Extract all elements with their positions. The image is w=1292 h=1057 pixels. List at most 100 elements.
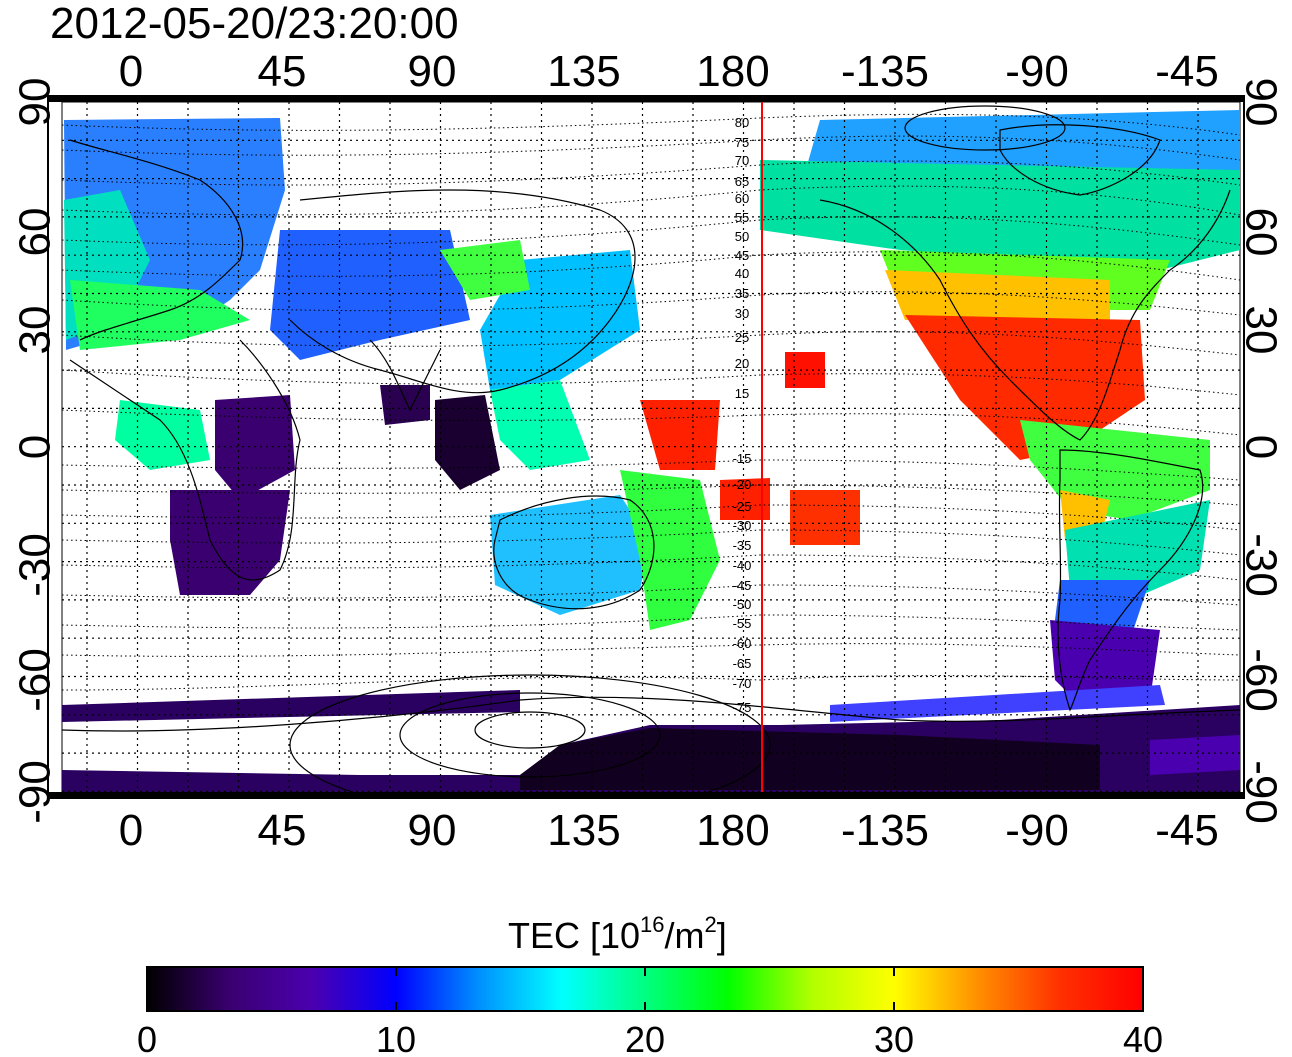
coast-asia bbox=[289, 189, 636, 394]
left-lat-tick-label: -60 bbox=[10, 648, 59, 712]
top-lon-tick-label: 0 bbox=[119, 47, 143, 96]
top-lon-tick-label: 45 bbox=[258, 47, 307, 96]
contour-label: -30 bbox=[733, 518, 752, 533]
coast-europe bbox=[69, 139, 244, 341]
contour-label: 25 bbox=[735, 330, 749, 345]
tec-patch-antarctic-dark bbox=[520, 728, 1100, 790]
contour-label: -60 bbox=[733, 636, 752, 651]
contour-label: -35 bbox=[733, 538, 752, 553]
coast-australia bbox=[493, 495, 655, 610]
contour-label: -50 bbox=[733, 597, 752, 612]
coast-n-america bbox=[819, 189, 1231, 441]
contour-label: 30 bbox=[735, 306, 749, 321]
contour-label: 80 bbox=[735, 115, 749, 130]
contour-label: 40 bbox=[735, 266, 749, 281]
coast-greenland bbox=[999, 124, 1161, 196]
tec-patch-patagonia bbox=[1050, 620, 1160, 705]
top-lon-tick-label: 90 bbox=[408, 47, 457, 96]
tec-patch-pacific-a bbox=[640, 400, 720, 470]
left-lat-tick-label: -90 bbox=[10, 760, 59, 824]
contour-label: 35 bbox=[735, 286, 749, 301]
tec-patch-indonesia bbox=[435, 395, 500, 490]
frame-bands bbox=[48, 96, 1244, 798]
contour-label: 15 bbox=[735, 386, 749, 401]
left-lat-tick-label: 0 bbox=[10, 435, 59, 459]
contour-label: -55 bbox=[733, 616, 752, 631]
coast-antarctica bbox=[62, 696, 1240, 732]
tec-patch-pacific-c bbox=[720, 478, 770, 520]
contour-label: -45 bbox=[733, 578, 752, 593]
bottom-lon-tick-label: -45 bbox=[1155, 806, 1219, 855]
tec-patch-s-america-mid bbox=[1065, 500, 1210, 600]
bottom-lon-tick-label: -90 bbox=[1005, 806, 1069, 855]
right-lat-tick-label: -30 bbox=[1237, 533, 1286, 597]
tec-patch-s-atlantic-south bbox=[1150, 735, 1240, 775]
colorbar-tick-label: 40 bbox=[1123, 1019, 1163, 1057]
colorbar-tick-label: 0 bbox=[137, 1019, 157, 1057]
contour-label: 20 bbox=[735, 356, 749, 371]
top-lon-tick-label: 135 bbox=[547, 47, 620, 96]
contour-label: -25 bbox=[733, 499, 752, 514]
tec-patch-asia bbox=[270, 230, 470, 360]
bottom-lon-tick-label: 90 bbox=[408, 806, 457, 855]
top-lon-tick-label: -90 bbox=[1005, 47, 1069, 96]
left-lat-tick-label: 30 bbox=[10, 306, 59, 355]
tec-patch-europe-south bbox=[70, 280, 250, 350]
top-longitude-ticks: 0 45 90 135 180 -135 -90 -45 bbox=[119, 47, 1219, 96]
right-lat-tick-label: -90 bbox=[1237, 760, 1286, 824]
top-lon-tick-label: 180 bbox=[696, 47, 769, 96]
coast-africa bbox=[69, 339, 301, 581]
colorbar: TEC [1016/m2] 0 10 20 30 40 bbox=[137, 912, 1163, 1057]
left-lat-tick-label: 60 bbox=[10, 208, 59, 257]
bottom-lon-tick-label: 45 bbox=[258, 806, 307, 855]
south-pole-rings bbox=[289, 105, 1066, 792]
coast-s-america bbox=[1057, 449, 1204, 712]
contour-label: -70 bbox=[733, 676, 752, 691]
bottom-longitude-ticks: 0 45 90 135 180 -135 -90 -45 bbox=[119, 806, 1219, 855]
right-lat-tick-label: 60 bbox=[1237, 208, 1286, 257]
top-lon-tick-label: -135 bbox=[841, 47, 929, 96]
contour-label: -65 bbox=[733, 656, 752, 671]
contour-label: 55 bbox=[735, 210, 749, 225]
tec-patch-australia-east bbox=[620, 470, 720, 630]
colorbar-tick-label: 30 bbox=[874, 1019, 914, 1057]
right-lat-tick-label: 90 bbox=[1237, 78, 1286, 127]
tec-patch-se-asia bbox=[490, 380, 590, 470]
tec-patch-west-africa bbox=[115, 400, 210, 470]
tec-patch-australia bbox=[490, 495, 650, 615]
right-lat-tick-label: 0 bbox=[1237, 435, 1286, 459]
colorbar-tick-label: 10 bbox=[376, 1019, 416, 1057]
tec-patch-pacific-b bbox=[785, 352, 825, 388]
left-lat-tick-label: 90 bbox=[10, 78, 59, 127]
map-panel: 80 75 70 65 60 55 50 45 40 35 30 25 20 15 -15 -20 -25 -30… bbox=[47, 95, 1245, 799]
contour-label: 70 bbox=[735, 153, 749, 168]
tec-patch-canada bbox=[760, 160, 1240, 270]
tec-patch-pacific-d bbox=[790, 490, 860, 545]
coast-india bbox=[369, 339, 441, 412]
contour-label: -40 bbox=[733, 558, 752, 573]
contour-label: 60 bbox=[735, 191, 749, 206]
colorbar-tick-label: 20 bbox=[625, 1019, 665, 1057]
right-lat-tick-label: 30 bbox=[1237, 306, 1286, 355]
graticule-grid bbox=[62, 102, 1240, 792]
contour-label: 65 bbox=[735, 174, 749, 189]
right-latitude-ticks: 90 60 30 0 -30 -60 -90 bbox=[1237, 78, 1286, 824]
contour-label: 45 bbox=[735, 248, 749, 263]
contour-labels: 80 75 70 65 60 55 50 45 40 35 30 25 20 15 -15 -20 -25 -30… bbox=[733, 115, 752, 715]
bottom-lon-tick-label: -135 bbox=[841, 806, 929, 855]
contour-label: 50 bbox=[735, 229, 749, 244]
tec-patch-antarctic-blue bbox=[830, 685, 1165, 722]
contour-label: 75 bbox=[735, 135, 749, 150]
left-lat-tick-label: -30 bbox=[10, 533, 59, 597]
tec-patch-east-africa bbox=[215, 395, 295, 500]
timestamp-title: 2012-05-20/23:20:00 bbox=[50, 0, 459, 48]
right-lat-tick-label: -60 bbox=[1237, 648, 1286, 712]
colorbar-ticks: 0 10 20 30 40 bbox=[137, 967, 1163, 1057]
coastlines bbox=[62, 124, 1240, 732]
contour-label: -75 bbox=[733, 700, 752, 715]
bottom-lon-tick-label: 180 bbox=[696, 806, 769, 855]
tec-patch-us-south bbox=[905, 315, 1145, 460]
left-latitude-ticks: 90 60 30 0 -30 -60 -90 bbox=[10, 78, 59, 824]
bottom-lon-tick-label: 0 bbox=[119, 806, 143, 855]
